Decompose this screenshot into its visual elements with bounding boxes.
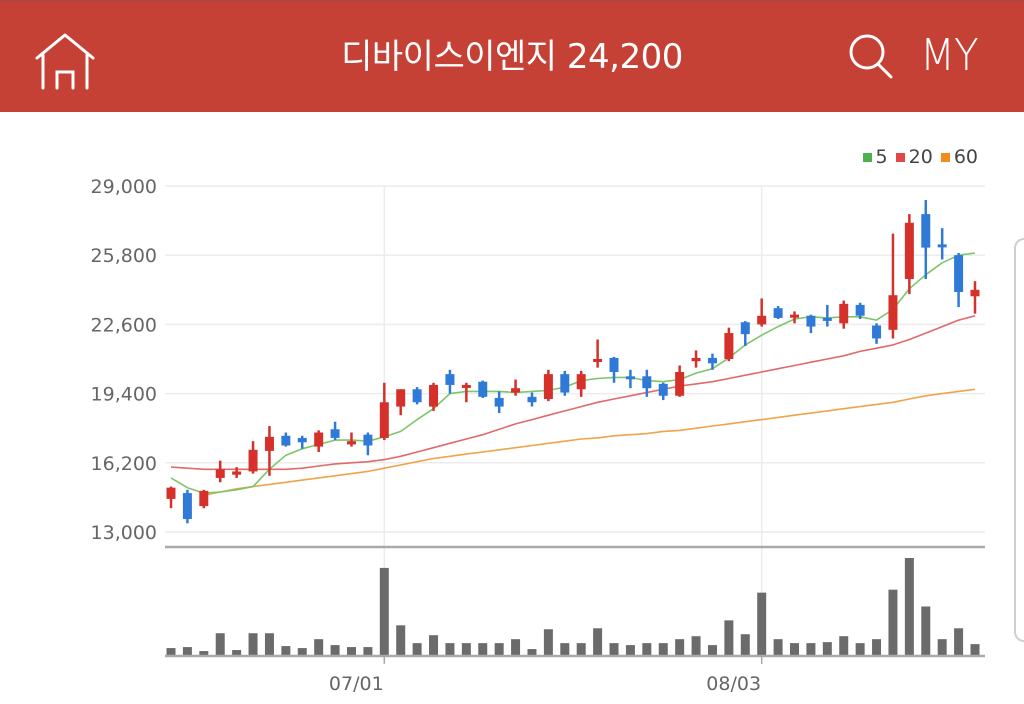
legend-item-ma20: 20 (895, 146, 933, 168)
chart-legend: 5 20 60 (862, 146, 978, 168)
volume-bars (165, 558, 985, 658)
page-title: 디바이스이엔지 24,200 (341, 37, 683, 77)
search-button[interactable] (846, 32, 896, 80)
svg-text:16,200: 16,200 (91, 453, 157, 475)
svg-text:29,000: 29,000 (91, 176, 157, 198)
ma20-swatch (895, 152, 905, 162)
search-icon (849, 34, 893, 79)
legend-item-ma60: 60 (940, 146, 978, 168)
side-scroll-handle[interactable] (1014, 238, 1024, 642)
svg-text:07/01: 07/01 (329, 673, 384, 695)
svg-text:08/03: 08/03 (706, 673, 761, 695)
my-button[interactable]: MY (920, 30, 979, 81)
legend-label: 60 (953, 146, 978, 168)
home-button[interactable] (34, 32, 96, 90)
svg-text:13,000: 13,000 (91, 522, 157, 544)
legend-label: 5 (875, 146, 888, 168)
x-axis-labels: 07/01 08/03 (329, 656, 763, 695)
legend-item-ma5: 5 (862, 146, 888, 168)
ma60-swatch (940, 152, 950, 162)
svg-text:22,600: 22,600 (91, 314, 157, 336)
moving-average-lines (170, 252, 976, 496)
home-icon (35, 33, 95, 90)
y-axis-labels: 13,000 16,200 19,400 22,600 25,800 29,000 (91, 176, 157, 544)
app-header: 디바이스이엔지 24,200 MY (0, 0, 1024, 112)
ma5-swatch (862, 152, 872, 162)
chart-grid (165, 185, 985, 656)
svg-text:19,400: 19,400 (91, 384, 157, 406)
svg-text:25,800: 25,800 (91, 245, 157, 267)
legend-label: 20 (908, 146, 933, 168)
candlesticks (166, 200, 980, 524)
